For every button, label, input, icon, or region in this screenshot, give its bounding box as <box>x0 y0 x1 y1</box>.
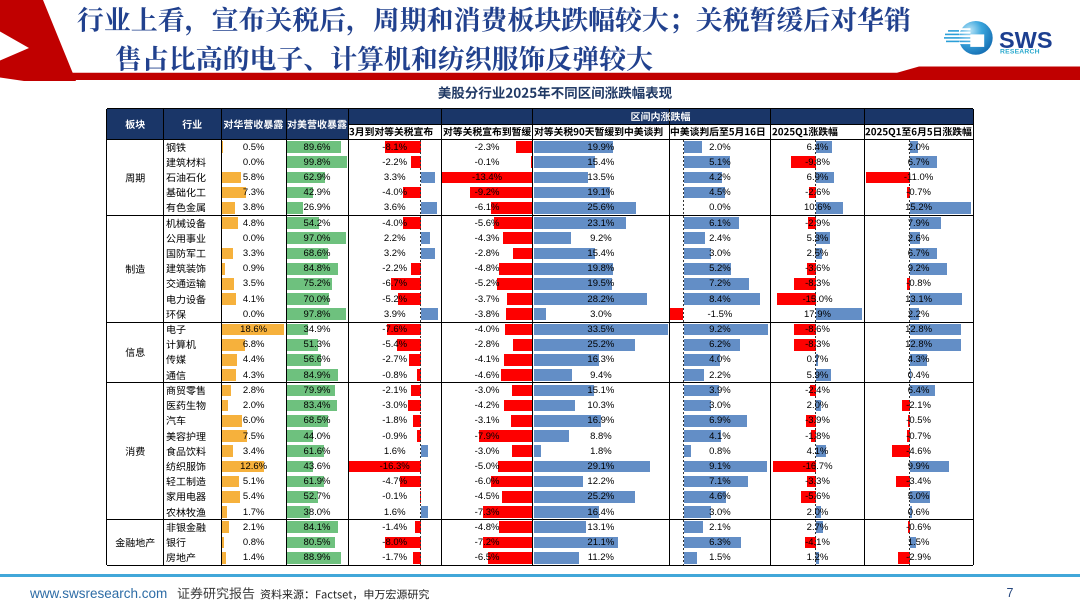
svg-text:RESEARCH: RESEARCH <box>1000 48 1040 55</box>
svg-text:SWS: SWS <box>999 27 1053 53</box>
